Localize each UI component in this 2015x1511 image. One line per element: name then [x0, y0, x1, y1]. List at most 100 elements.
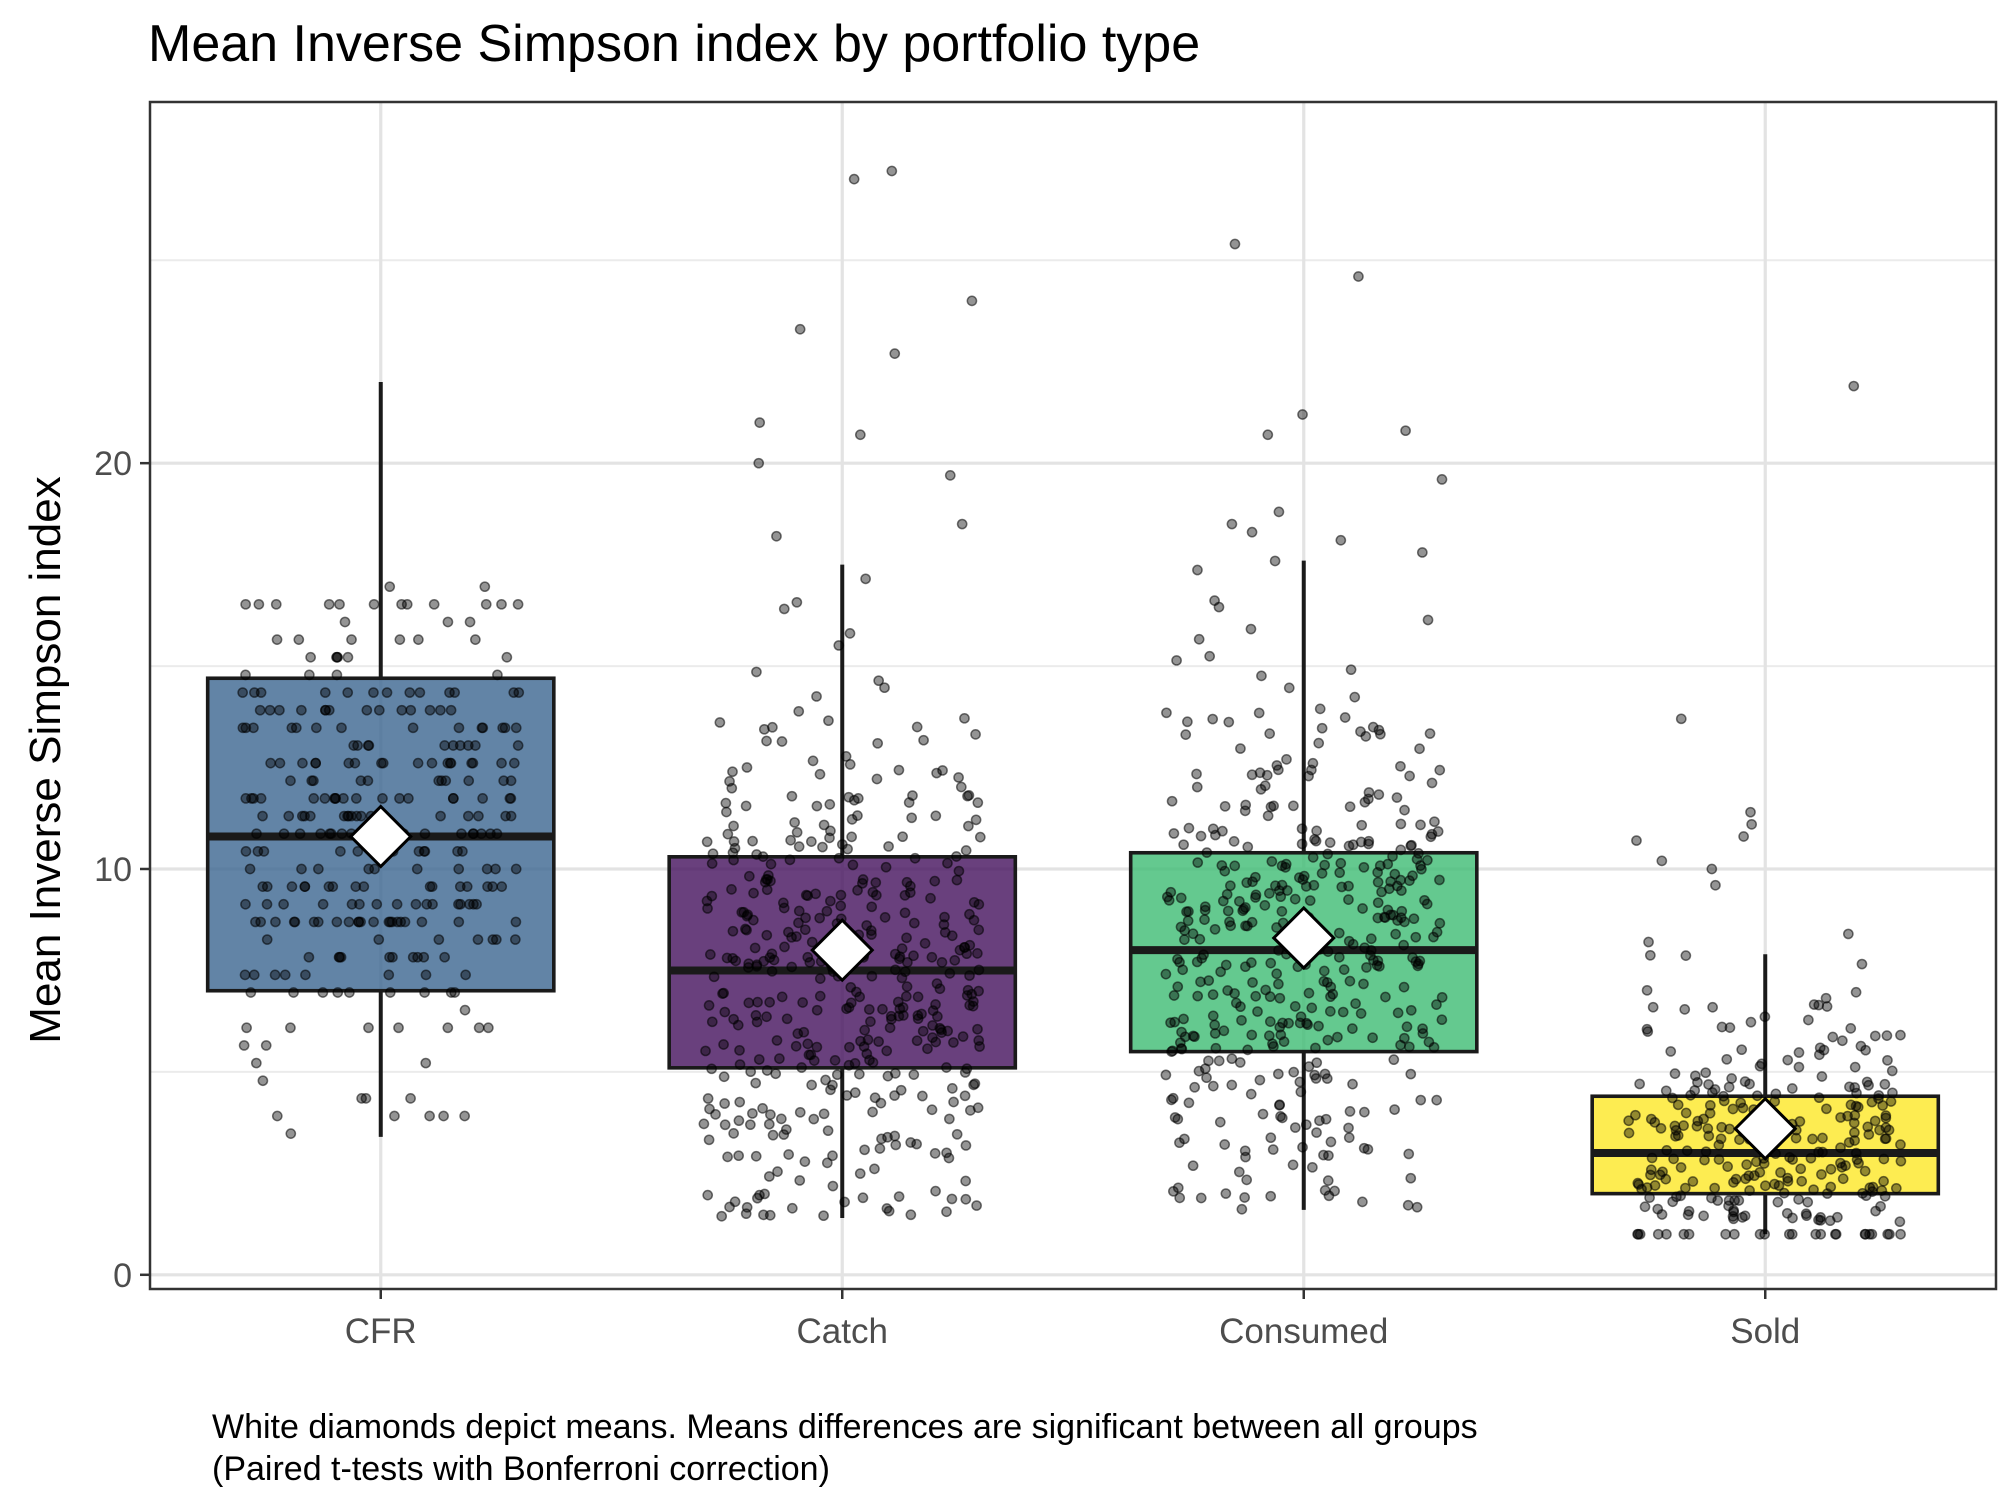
data-point — [744, 1119, 756, 1131]
data-point — [1830, 1228, 1841, 1240]
data-point — [1727, 1211, 1739, 1222]
data-point — [1235, 743, 1246, 754]
data-point — [879, 912, 891, 923]
data-point — [1704, 1107, 1716, 1119]
outlier-point — [1643, 936, 1654, 948]
data-point — [1660, 1085, 1672, 1097]
data-point — [1879, 1078, 1891, 1090]
data-point — [1272, 764, 1284, 776]
data-point — [1209, 1028, 1221, 1039]
data-point — [957, 1031, 969, 1042]
data-point — [944, 1113, 955, 1125]
data-point — [1413, 848, 1424, 859]
data-point — [733, 1150, 744, 1162]
data-point — [1265, 957, 1277, 969]
data-point — [331, 651, 343, 663]
outlier-point — [1706, 863, 1718, 875]
data-point — [1692, 1115, 1704, 1127]
data-point — [859, 1144, 870, 1156]
data-point — [1869, 1115, 1881, 1127]
data-point — [808, 1113, 820, 1125]
data-point — [1644, 949, 1656, 961]
data-point — [1358, 978, 1369, 990]
data-point — [454, 740, 466, 751]
data-point — [1436, 991, 1448, 1003]
data-point — [1168, 1185, 1179, 1197]
data-point — [1308, 879, 1320, 891]
data-point — [410, 898, 422, 910]
data-point — [1712, 1195, 1724, 1206]
data-point — [734, 1059, 746, 1070]
data-point — [352, 845, 364, 857]
data-point — [245, 987, 257, 998]
data-point — [1422, 614, 1434, 626]
data-point — [1264, 728, 1276, 739]
caption-line-2: (Paired t-tests with Bonferroni correcti… — [212, 1450, 830, 1488]
panel-border — [148, 100, 1998, 1291]
data-point — [1266, 856, 1278, 867]
data-point — [1176, 1026, 1187, 1038]
data-point — [1878, 1175, 1889, 1187]
data-point — [1402, 1199, 1414, 1211]
data-point — [822, 1125, 834, 1137]
data-point — [882, 1131, 893, 1143]
data-point — [1338, 964, 1350, 975]
data-point — [1405, 1004, 1417, 1016]
data-point — [352, 740, 363, 751]
data-point — [889, 1090, 900, 1101]
data-point — [1669, 1068, 1681, 1079]
data-point — [968, 914, 980, 926]
data-point — [852, 793, 864, 804]
data-point — [702, 1189, 714, 1201]
data-point — [745, 1066, 757, 1078]
outlier-point — [854, 429, 866, 441]
data-point — [1667, 1196, 1679, 1208]
data-point — [1807, 1133, 1818, 1145]
data-point — [845, 981, 857, 993]
data-point — [1209, 595, 1220, 606]
data-point — [1786, 1083, 1798, 1094]
data-point — [918, 734, 929, 746]
data-point — [718, 1039, 729, 1050]
data-point — [829, 1055, 841, 1066]
data-point — [1398, 939, 1409, 951]
data-point — [1171, 655, 1182, 666]
data-point — [490, 934, 502, 945]
data-point — [1347, 1023, 1358, 1034]
data-point — [1262, 810, 1274, 822]
data-point — [1728, 1177, 1739, 1188]
data-point — [464, 616, 476, 628]
data-point — [389, 1110, 400, 1122]
outlier-point — [1297, 409, 1308, 420]
data-point — [501, 651, 513, 663]
data-point — [453, 916, 465, 928]
data-point — [270, 598, 282, 610]
data-point — [1713, 1154, 1725, 1165]
data-point — [419, 987, 430, 998]
data-point — [508, 687, 520, 698]
data-point — [884, 1022, 896, 1034]
x-tick-label-cfr: CFR — [345, 1312, 417, 1351]
data-point — [781, 1013, 793, 1025]
data-point — [1818, 1044, 1830, 1056]
data-point — [1298, 870, 1310, 882]
outlier-point — [753, 457, 765, 469]
data-point — [480, 598, 492, 610]
data-point — [808, 1055, 820, 1066]
data-point — [814, 973, 826, 984]
data-point — [1325, 1136, 1337, 1148]
data-point — [459, 1110, 471, 1122]
data-point — [1246, 1029, 1258, 1041]
data-point — [265, 757, 276, 769]
data-point — [1727, 1103, 1739, 1115]
data-point — [1218, 1025, 1230, 1037]
data-point — [1815, 1214, 1826, 1226]
data-point — [1168, 828, 1180, 839]
outlier-point — [1229, 238, 1241, 250]
data-point — [1827, 1031, 1839, 1043]
data-point — [1325, 981, 1337, 993]
data-point — [1372, 867, 1383, 878]
data-point — [1770, 1088, 1782, 1100]
data-point — [1862, 1121, 1874, 1133]
data-point — [468, 898, 479, 910]
